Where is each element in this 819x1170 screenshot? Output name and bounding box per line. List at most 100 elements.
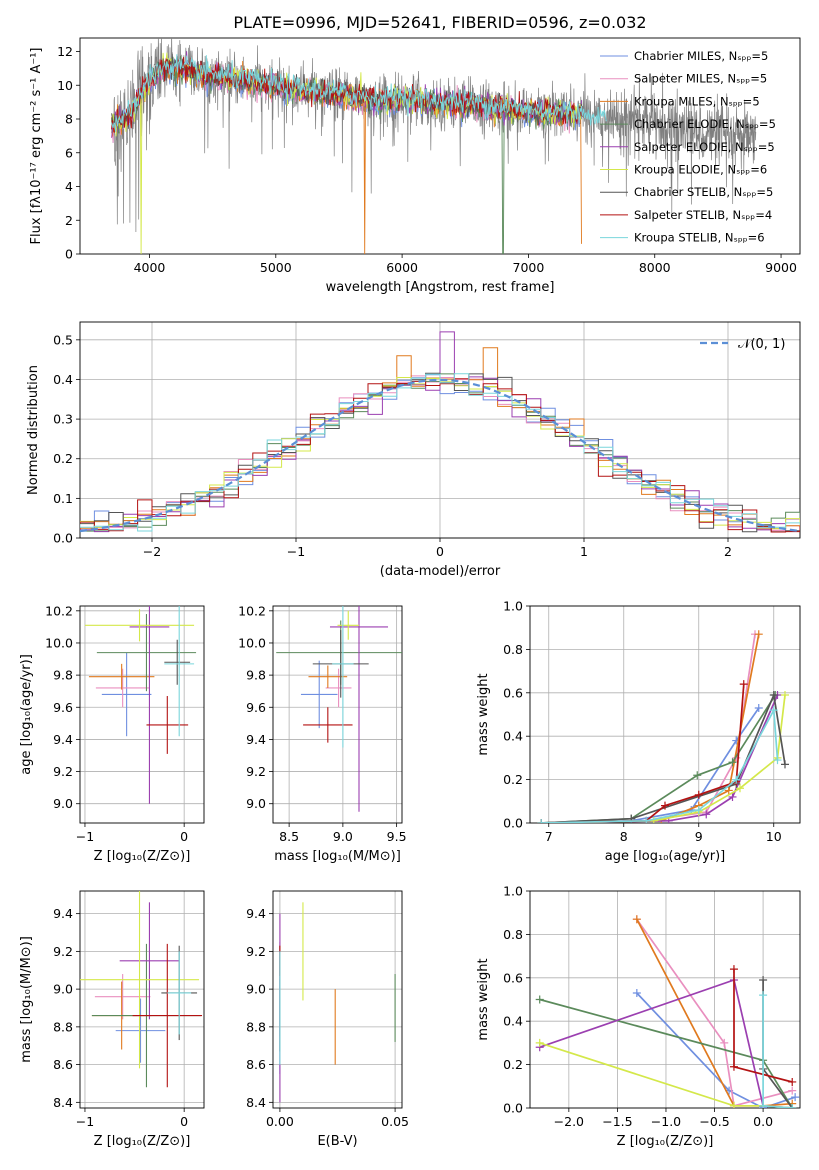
y-tick-label: 6 — [65, 145, 73, 160]
x-tick-label: −1 — [287, 544, 305, 559]
data-point-marker — [732, 775, 741, 784]
y-tick-label: 0.6 — [503, 970, 523, 985]
spectrum-plot-area — [111, 38, 757, 254]
legend-entry: Kroupa MILES, Nₛₚₚ=5 — [634, 94, 760, 108]
x-tick-label: 9000 — [765, 260, 797, 275]
y-tick-label: 1.0 — [503, 599, 523, 614]
y-tick-label: 9.0 — [246, 982, 266, 997]
x-tick-label: −0.5 — [699, 1114, 729, 1129]
data-point-marker — [632, 988, 641, 997]
y-tick-label: 9.4 — [53, 906, 73, 921]
legend-entry: Kroupa STELIB, Nₛₚₚ=6 — [634, 231, 765, 245]
data-point-marker — [773, 756, 782, 765]
legend-entry: Chabrier MILES, Nₛₚₚ=5 — [634, 49, 768, 63]
data-point-marker — [754, 630, 763, 639]
data-point-marker — [535, 995, 544, 1004]
x-tick-label: 9.5 — [387, 829, 407, 844]
y-tick-label: 0 — [65, 247, 73, 262]
y-tick-label: 9.2 — [53, 764, 73, 779]
x-tick-label: 0 — [180, 829, 188, 844]
y-tick-label: 9.2 — [246, 764, 266, 779]
mass-weight-vs-metallicity-frame — [529, 890, 801, 1109]
age-vs-mass-frame — [272, 605, 403, 824]
legend-entry: Chabrier STELIB, Nₛₚₚ=5 — [634, 185, 773, 199]
data-point-marker — [729, 965, 738, 974]
age-vs-metallicity-plot-area — [84, 606, 197, 804]
data-point-marker — [788, 1086, 797, 1095]
y-tick-label: 4 — [65, 179, 73, 194]
mass-weight-line — [762, 980, 793, 1108]
y-tick-label: 0.6 — [503, 685, 523, 700]
x-tick-label: 9 — [695, 829, 703, 844]
data-point-marker — [788, 1104, 797, 1108]
mass-weight-vs-metallicity-plot-area — [535, 915, 800, 1108]
mass-weight-line — [541, 684, 745, 823]
mass-vs-extinction-frame — [272, 890, 403, 1109]
y-tick-label: 9.0 — [53, 982, 73, 997]
legend-entry: Salpeter ELODIE, Nₛₚₚ=5 — [634, 140, 775, 154]
y-tick-label: 8.4 — [246, 1095, 266, 1110]
data-point-marker — [702, 810, 711, 819]
y-tick-label: 9.0 — [246, 796, 266, 811]
model-spectrum-line — [111, 54, 607, 132]
data-point-marker — [759, 991, 768, 1000]
data-point-marker — [754, 703, 763, 712]
mass-weight-line — [636, 992, 796, 1108]
x-tick-label: 7 — [545, 829, 553, 844]
mass-vs-metallicity-plot-area — [80, 891, 203, 1088]
spectrum-frame — [79, 37, 801, 255]
data-point-marker — [769, 706, 778, 715]
y-tick-label: 10.2 — [238, 603, 266, 618]
y-tick-label: 0.0 — [503, 1101, 523, 1116]
data-point-marker — [728, 792, 737, 801]
y-tick-label: 2 — [65, 213, 73, 228]
y-tick-label: 9.4 — [246, 732, 266, 747]
y-tick-label: 9.4 — [246, 906, 266, 921]
data-point-marker — [724, 786, 733, 795]
y-tick-label: 9.6 — [246, 700, 266, 715]
mass-weight-vs-metallicity-chart: −2.0 −1.5 −1.0 −0.5 0.0 0.0 0.2 0.4 0.6 0.8 1.0 Z [… — [476, 884, 801, 1149]
x-tick-label: 8 — [620, 829, 628, 844]
data-point-marker — [661, 801, 669, 810]
y-tick-label: 8.8 — [53, 1019, 73, 1034]
mass-weight-vs-metallicity-xlabel: Z [log₁₀(Z/Z⊙)] — [617, 1134, 714, 1149]
y-tick-label: 10 — [57, 78, 73, 93]
y-tick-label: 9.8 — [53, 668, 73, 683]
data-point-marker — [791, 1093, 800, 1102]
y-tick-label: 8.6 — [246, 1057, 266, 1072]
legend-entry: Chabrier ELODIE, Nₛₚₚ=5 — [634, 117, 776, 131]
data-point-marker — [694, 790, 703, 799]
mass-vs-extinction-plot-area — [279, 902, 396, 1103]
data-point-marker — [642, 816, 651, 823]
y-tick-label: 0.4 — [503, 1014, 523, 1029]
y-tick-label: 9.8 — [246, 668, 266, 683]
y-tick-label: 0.2 — [53, 451, 73, 466]
mass-weight-line — [541, 634, 760, 823]
y-tick-label: 10.0 — [45, 635, 73, 650]
y-tick-label: 0.2 — [503, 1057, 523, 1072]
y-tick-label: 9.2 — [53, 944, 73, 959]
y-tick-label: 0.8 — [503, 642, 523, 657]
x-tick-label: 0 — [436, 544, 444, 559]
legend-entry: Kroupa ELODIE, Nₛₚₚ=6 — [634, 163, 767, 177]
y-tick-label: 0.0 — [503, 816, 523, 831]
y-tick-label: 0.1 — [53, 491, 73, 506]
legend-entry: 𝒩(0, 1) — [738, 337, 785, 352]
mass-weight-vs-age-ylabel: mass weight — [476, 673, 491, 755]
data-point-marker — [729, 1101, 738, 1108]
x-tick-label: 5000 — [260, 260, 292, 275]
y-tick-label: 0.2 — [503, 772, 523, 787]
mass-weight-vs-age-frame — [529, 605, 801, 824]
y-tick-label: 9.0 — [53, 796, 73, 811]
mass-vs-extinction-chart: 0.00 0.05 8.4 8.6 8.8 9.0 9.2 9.4 E(B-V) — [246, 890, 409, 1149]
x-tick-label: 2 — [724, 544, 732, 559]
x-tick-label: −2 — [143, 544, 161, 559]
y-tick-label: 0.3 — [53, 412, 73, 427]
data-point-marker — [694, 805, 703, 814]
y-tick-label: 12 — [57, 44, 73, 59]
data-point-marker — [632, 915, 641, 924]
age-vs-metallicity-chart: −1 0 9.0 9.2 9.4 9.6 9.8 10.0 10.2 Z [log₁₀(Z/Z⊙)… — [19, 603, 205, 864]
data-point-marker — [693, 771, 702, 780]
legend-entry: Salpeter MILES, Nₛₚₚ=5 — [634, 72, 767, 86]
